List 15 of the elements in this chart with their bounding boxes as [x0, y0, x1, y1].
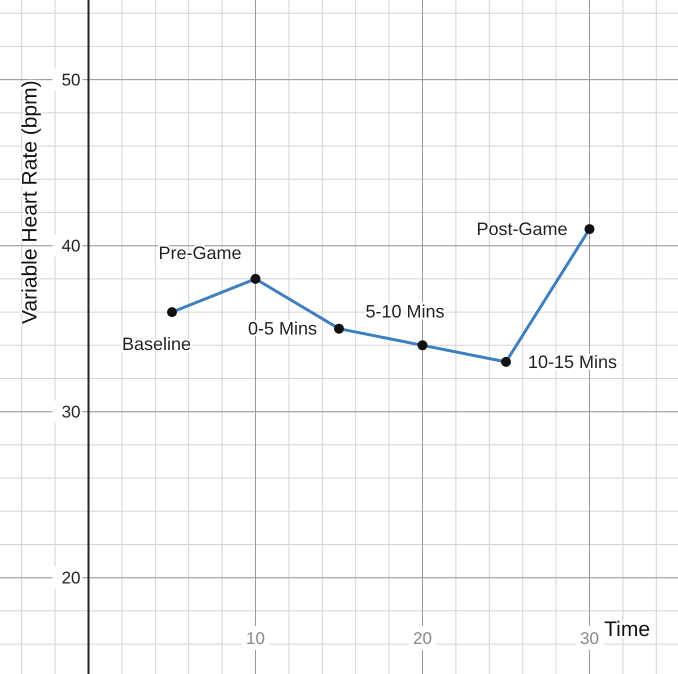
y-tick-label: 40: [62, 236, 81, 256]
annotation: Baseline: [122, 334, 192, 354]
x-axis-title: Time: [604, 618, 650, 641]
x-tick-label: 20: [413, 629, 432, 648]
annotation: 5-10 Mins: [366, 301, 445, 322]
y-tick-label: 50: [62, 70, 81, 90]
annotation: 10-15 Mins: [528, 352, 618, 372]
x-tick-label: 10: [246, 629, 265, 648]
y-tick-label: 30: [62, 402, 81, 422]
y-tick-label: 20: [62, 568, 81, 588]
annotation: Post-Game: [476, 219, 568, 240]
annotation: 0-5 Mins: [248, 318, 317, 339]
y-axis-title: Variable Heart Rate (bpm): [18, 80, 42, 324]
x-tick-label: 30: [580, 629, 599, 648]
annotation: Pre-Game: [158, 242, 242, 263]
